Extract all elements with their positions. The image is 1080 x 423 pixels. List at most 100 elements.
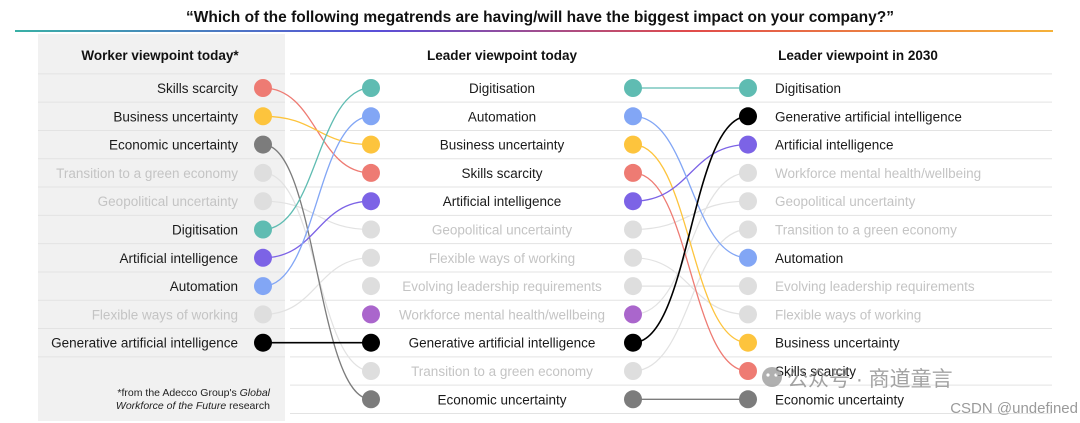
connector-worker-geopolitical xyxy=(262,200,372,231)
column-header-leader_today: Leader viewpoint today xyxy=(427,48,578,63)
wechat-watermark-text: 公众号 · 商道童言 xyxy=(787,368,953,391)
dot-leader-today-right-leadership xyxy=(624,277,642,296)
label-leader_2030-leadership: Evolving leadership requirements xyxy=(775,279,975,294)
dot-leader-2030-automation xyxy=(739,248,757,267)
label-leader_today-flexible: Flexible ways of working xyxy=(429,251,575,266)
dot-leader-today-left-leadership xyxy=(362,277,380,296)
label-leader_today-ai: Artificial intelligence xyxy=(443,194,562,209)
connector-worker-economic xyxy=(262,143,372,400)
connector-2030-business xyxy=(632,143,749,344)
connector-2030-automation xyxy=(632,115,749,259)
dot-leader-2030-leadership xyxy=(739,277,757,296)
label-worker-skills: Skills scarcity xyxy=(157,81,238,96)
dot-leader-today-left-automation xyxy=(362,107,380,126)
dot-leader-today-right-economic xyxy=(624,390,642,409)
connector-2030-skills xyxy=(632,172,749,372)
connection-lines xyxy=(262,87,749,400)
dot-leader-today-left-skills xyxy=(362,163,380,182)
dot-leader-today-right-digitisation xyxy=(624,79,642,97)
label-leader_2030-genai: Generative artificial intelligence xyxy=(775,109,962,124)
dot-worker-automation xyxy=(254,277,272,296)
label-worker-genai: Generative artificial intelligence xyxy=(51,336,238,351)
dot-worker-geopolitical xyxy=(254,192,272,211)
label-leader_today-leadership: Evolving leadership requirements xyxy=(402,279,602,294)
dot-leader-today-right-green xyxy=(624,362,642,380)
dot-leader-2030-wellbeing xyxy=(739,163,757,182)
connector-worker-ai xyxy=(262,200,372,259)
connector-2030-genai xyxy=(632,115,749,344)
dot-leader-today-left-green xyxy=(362,362,380,380)
label-leader_today-genai: Generative artificial intelligence xyxy=(409,336,596,351)
connector-2030-ai xyxy=(632,143,749,202)
dot-leader-today-left-wellbeing xyxy=(362,305,380,324)
dot-leader-today-left-flexible xyxy=(362,248,380,267)
dot-leader-today-left-economic xyxy=(362,390,380,409)
label-worker-geopolitical: Geopolitical uncertainty xyxy=(98,194,239,209)
connector-2030-green xyxy=(632,228,749,372)
row-gridlines xyxy=(38,73,1052,414)
label-leader_today-geopolitical: Geopolitical uncertainty xyxy=(432,223,573,238)
label-leader_today-digitisation: Digitisation xyxy=(469,81,535,96)
dot-leader-today-left-geopolitical xyxy=(362,220,380,239)
dot-leader-today-right-genai xyxy=(624,333,642,352)
dot-leader-2030-geopolitical xyxy=(739,192,757,211)
label-worker-flexible: Flexible ways of working xyxy=(92,307,238,322)
dot-leader-today-right-business xyxy=(624,135,642,154)
trend-labels: Skills scarcity Business uncertainty Econo… xyxy=(51,81,981,407)
label-worker-ai: Artificial intelligence xyxy=(119,251,238,266)
dot-leader-today-left-business xyxy=(362,135,380,154)
connector-2030-geopolitical xyxy=(632,200,749,231)
connector-worker-business xyxy=(262,115,372,146)
dot-leader-2030-skills xyxy=(739,362,757,380)
label-leader_today-automation: Automation xyxy=(468,109,536,124)
dot-leader-today-left-genai xyxy=(362,333,380,352)
dot-leader-today-left-digitisation xyxy=(362,79,380,97)
footnote-italic-1: Global xyxy=(240,387,271,399)
dot-leader-today-right-wellbeing xyxy=(624,305,642,324)
footnote-line-1: *from the Adecco Group's Global xyxy=(117,387,270,399)
label-leader_today-wellbeing: Workforce mental health/wellbeing xyxy=(399,307,605,322)
dot-worker-digitisation xyxy=(254,220,272,239)
dot-leader-2030-green xyxy=(739,220,757,239)
dot-leader-today-left-ai xyxy=(362,192,380,211)
label-worker-green: Transition to a green economy xyxy=(56,166,238,181)
dot-worker-green xyxy=(254,163,272,182)
connector-worker-automation xyxy=(262,115,372,287)
label-leader_2030-business: Business uncertainty xyxy=(775,336,900,351)
label-worker-economic: Economic uncertainty xyxy=(109,138,238,153)
column-header-leader_2030: Leader viewpoint in 2030 xyxy=(778,48,938,63)
wechat-icon xyxy=(762,367,782,387)
dot-leader-2030-economic xyxy=(739,390,757,409)
label-worker-business: Business uncertainty xyxy=(113,109,238,124)
footnote-prefix: *from the Adecco Group's xyxy=(117,387,239,399)
dot-worker-flexible xyxy=(254,305,272,324)
column-header-worker: Worker viewpoint today* xyxy=(81,48,239,63)
dot-worker-business xyxy=(254,107,272,126)
label-leader_2030-skills: Skills scarcity xyxy=(775,364,856,379)
dot-leader-2030-business xyxy=(739,333,757,352)
label-leader_today-green: Transition to a green economy xyxy=(411,364,593,379)
label-leader_2030-flexible: Flexible ways of working xyxy=(775,307,921,322)
dot-leader-today-right-geopolitical xyxy=(624,220,642,239)
connector-worker-flexible xyxy=(262,257,372,315)
csdn-watermark: CSDN @undefined xyxy=(950,400,1078,417)
dot-leader-today-right-ai xyxy=(624,192,642,211)
column-headers: Worker viewpoint today* Leader viewpoint … xyxy=(81,48,938,63)
dot-leader-today-right-automation xyxy=(624,107,642,126)
label-worker-digitisation: Digitisation xyxy=(172,223,238,238)
chart-title: “Which of the following megatrends are h… xyxy=(186,9,894,26)
dot-worker-ai xyxy=(254,248,272,267)
dot-worker-genai xyxy=(254,333,272,352)
footnote-line-2: Workforce of the Future research xyxy=(116,400,270,412)
dot-worker-economic xyxy=(254,135,272,154)
footnote-suffix: research xyxy=(226,400,270,412)
dot-leader-today-right-flexible xyxy=(624,248,642,267)
title-rule xyxy=(15,30,1053,32)
footnote-italic-2: Workforce of the Future xyxy=(116,400,226,412)
trend-dots xyxy=(254,79,757,409)
label-worker-automation: Automation xyxy=(170,279,238,294)
dot-leader-today-right-skills xyxy=(624,163,642,182)
dot-leader-2030-digitisation xyxy=(739,79,757,97)
label-leader_2030-wellbeing: Workforce mental health/wellbeing xyxy=(775,166,981,181)
